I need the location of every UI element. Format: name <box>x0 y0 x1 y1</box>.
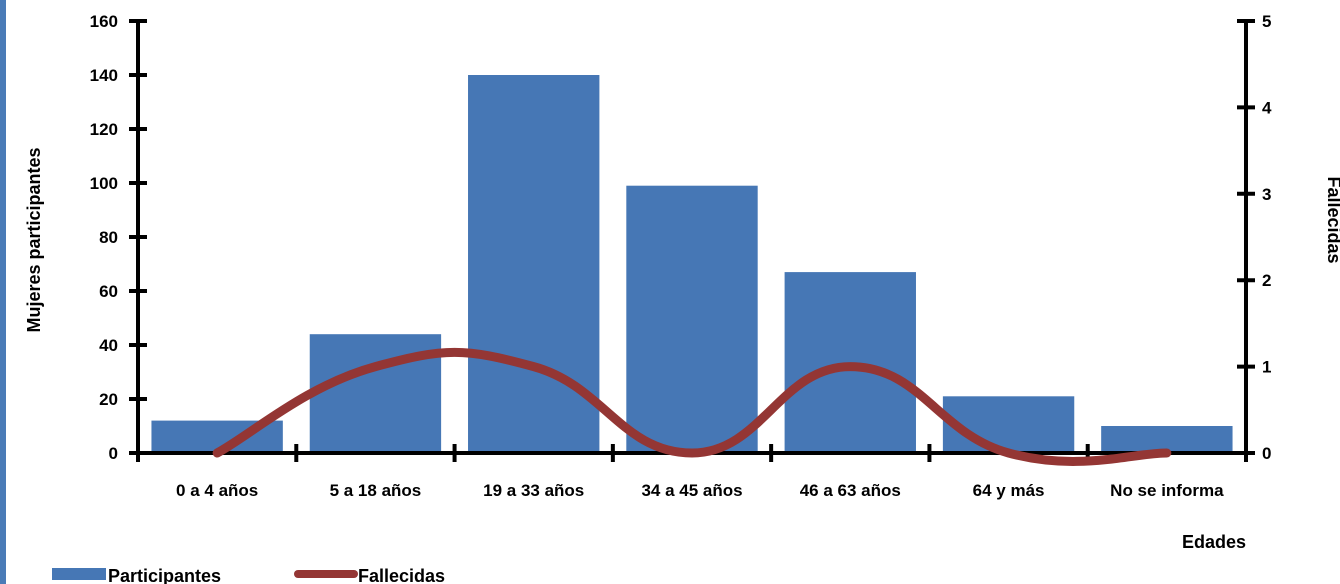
y2-tick-label: 2 <box>1262 271 1271 290</box>
x-tick-label: 34 a 45 años <box>641 481 742 500</box>
legend-label-participantes: Participantes <box>108 566 221 584</box>
y2-tick-label: 5 <box>1262 12 1271 31</box>
legend-label-fallecidas: Fallecidas <box>358 566 445 584</box>
x-tick-label: 46 a 63 años <box>800 481 901 500</box>
legend: Participantes Fallecidas <box>52 566 445 584</box>
y-tick-label: 100 <box>90 174 118 193</box>
x-axis-title: Edades <box>1182 532 1246 552</box>
tick-labels: 0 20 40 60 80 100 120 140 160 0 1 2 3 4 5 0 a 4 años 5 a… <box>90 12 1272 500</box>
x-tick-label: No se informa <box>1110 481 1224 500</box>
line-series-fallecidas <box>212 347 1172 466</box>
y-tick-label: 60 <box>99 282 118 301</box>
bar <box>468 75 600 453</box>
y-tick-label: 140 <box>90 66 118 85</box>
x-tick-label: 19 a 33 años <box>483 481 584 500</box>
y-tick-label: 160 <box>90 12 118 31</box>
y-tick-label: 80 <box>99 228 118 247</box>
fallecidas-line <box>212 347 1172 466</box>
y2-tick-label: 1 <box>1262 358 1271 377</box>
y2-tick-label: 4 <box>1262 98 1272 117</box>
x-tick-label: 0 a 4 años <box>176 481 258 500</box>
y-tick-label: 40 <box>99 336 118 355</box>
y-tick-label: 120 <box>90 120 118 139</box>
x-tick-label: 5 a 18 años <box>330 481 422 500</box>
bar <box>942 396 1075 453</box>
left-edge-strip <box>0 0 6 584</box>
y2-tick-label: 3 <box>1262 185 1271 204</box>
legend-swatch-participantes <box>52 568 106 580</box>
y-axis-title: Mujeres participantes <box>24 147 44 332</box>
y2-axis-title: Fallecidas <box>1324 176 1340 263</box>
y2-tick-label: 0 <box>1262 444 1271 463</box>
bar <box>626 185 758 453</box>
x-tick-label: 64 y más <box>973 481 1045 500</box>
y-tick-label: 20 <box>99 390 118 409</box>
y-tick-label: 0 <box>109 444 118 463</box>
